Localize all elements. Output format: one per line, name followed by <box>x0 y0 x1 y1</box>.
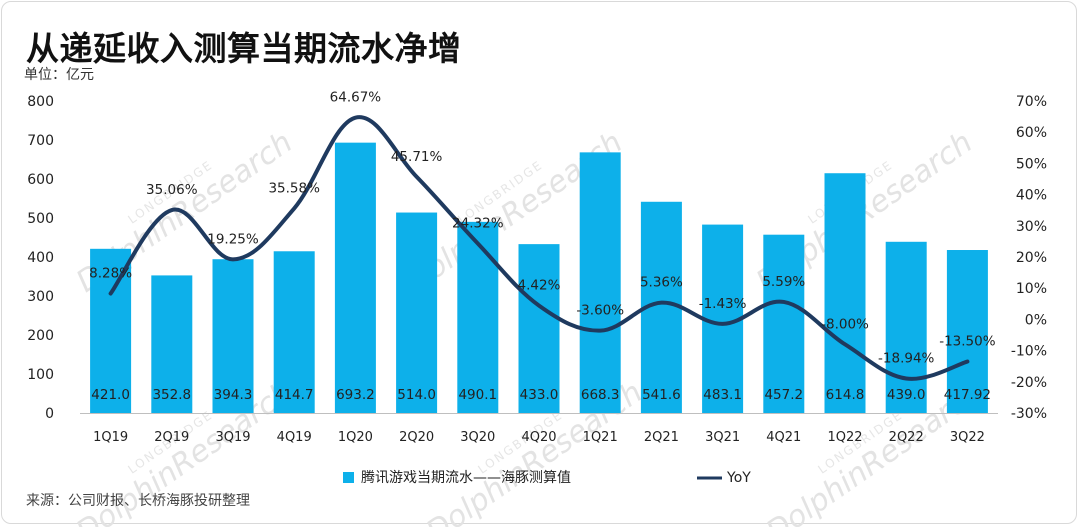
bar <box>457 221 499 413</box>
yoy-value-label: -18.94% <box>878 350 935 366</box>
x-axis-category-label: 4Q21 <box>766 430 801 445</box>
bar-value-label: 483.1 <box>703 387 742 403</box>
yoy-value-label: 4.42% <box>518 278 561 294</box>
bar-value-label: 433.0 <box>520 387 559 403</box>
x-axis-category-label: 4Q19 <box>277 430 312 445</box>
bar <box>824 173 866 413</box>
left-axis-tick-label: 800 <box>27 94 54 110</box>
left-axis-tick-label: 200 <box>27 328 54 344</box>
yoy-value-label: -1.43% <box>699 296 747 312</box>
left-axis-tick-label: 400 <box>27 250 54 266</box>
x-axis: 1Q19 2Q19 3Q19 4Q19 1Q20 2Q20 3Q20 4Q20 1Q21 2Q21… <box>80 413 998 445</box>
x-axis-category-label: 2Q21 <box>644 430 679 445</box>
left-axis-tick-label: 300 <box>27 289 54 305</box>
left-axis-tick-label: 100 <box>27 367 54 383</box>
right-axis-tick-label: 70% <box>1016 94 1047 110</box>
right-axis-tick-label: 0% <box>1025 312 1047 328</box>
right-axis-tick-label: 20% <box>1016 250 1047 266</box>
left-axis: 0 100 200 300 400 500 600 700 800 <box>27 94 54 422</box>
bar-value-label: 457.2 <box>764 387 803 403</box>
legend: 腾讯游戏当期流水——海豚测算值 YoY <box>343 469 751 486</box>
bar-value-label: 541.6 <box>642 387 681 403</box>
bar-value-label: 514.0 <box>397 387 436 403</box>
bar-value-label: 490.1 <box>458 387 497 403</box>
bar <box>885 241 927 413</box>
right-axis-tick-label: 30% <box>1016 219 1047 235</box>
x-axis-category-label: 3Q21 <box>705 430 740 445</box>
bar-value-label: 417.92 <box>944 387 991 403</box>
bar-value-label: 439.0 <box>887 387 926 403</box>
bar <box>212 259 254 413</box>
left-axis-tick-label: 700 <box>27 133 54 149</box>
x-axis-category-label: 2Q22 <box>889 430 924 445</box>
source-note: 来源：公司财报、长桥海豚投研整理 <box>26 493 250 509</box>
right-axis-tick-label: 50% <box>1016 156 1047 172</box>
yoy-value-label: 35.58% <box>268 180 320 196</box>
chart-title: 从递延收入测算当期流水净增 <box>26 29 462 68</box>
x-axis-category-label: 3Q22 <box>950 430 985 445</box>
x-axis-category-label: 4Q20 <box>521 430 556 445</box>
yoy-value-labels: 8.28% 35.06% 19.25% 35.58% 64.67% 45.71% 24.32… <box>89 90 996 367</box>
yoy-value-label: 19.25% <box>207 231 259 247</box>
bar <box>518 244 560 413</box>
x-axis-category-label: 1Q21 <box>583 430 618 445</box>
yoy-value-label: 8.28% <box>89 266 132 282</box>
right-axis-tick-label: 10% <box>1016 281 1047 297</box>
right-axis-tick-label: -20% <box>1011 375 1047 391</box>
yoy-value-label: 45.71% <box>391 149 443 165</box>
bar <box>579 152 621 413</box>
yoy-value-label: 35.06% <box>146 182 198 198</box>
bar-value-label: 414.7 <box>275 387 314 403</box>
bar-value-label: 614.8 <box>826 387 865 403</box>
bar-value-labels: 421.0 352.8 394.3 414.7 693.2 514.0 490.1 433.0… <box>91 387 991 403</box>
x-axis-category-label: 1Q19 <box>93 430 128 445</box>
yoy-value-label: 5.36% <box>640 275 683 291</box>
legend-label-line: YoY <box>726 470 751 486</box>
right-axis-tick-label: 40% <box>1016 188 1047 204</box>
right-axis-tick-label: -10% <box>1011 344 1047 360</box>
bar-value-label: 421.0 <box>91 387 130 403</box>
yoy-value-label: -8.00% <box>821 316 869 332</box>
bar <box>763 234 805 413</box>
yoy-value-label: 64.67% <box>330 90 382 106</box>
left-axis-tick-label: 0 <box>45 406 54 422</box>
left-axis-tick-label: 500 <box>27 211 54 227</box>
yoy-value-label: -3.60% <box>576 303 624 319</box>
bar <box>946 250 988 413</box>
legend-swatch-bar <box>343 472 354 483</box>
unit-label: 单位：亿元 <box>24 67 94 83</box>
bar <box>334 142 376 414</box>
left-axis-tick-label: 600 <box>27 172 54 188</box>
bar <box>273 251 315 413</box>
x-axis-category-label: 3Q19 <box>215 430 250 445</box>
bar-value-label: 668.3 <box>581 387 620 403</box>
bar-value-label: 352.8 <box>152 387 191 403</box>
right-axis: -30% -20% -10% 0% 10% 20% 30% 40% 50% 60% 70% <box>1011 94 1047 422</box>
x-axis-category-label: 1Q22 <box>827 430 862 445</box>
legend-label-bar: 腾讯游戏当期流水——海豚测算值 <box>361 469 571 486</box>
yoy-value-label: -13.50% <box>939 334 996 350</box>
yoy-value-label: 24.32% <box>452 216 504 232</box>
right-axis-tick-label: 60% <box>1016 125 1047 141</box>
bar <box>151 275 193 413</box>
x-axis-category-label: 3Q20 <box>460 430 495 445</box>
yoy-line <box>108 115 970 381</box>
right-axis-tick-label: -30% <box>1011 406 1047 422</box>
bar <box>90 248 132 413</box>
yoy-value-label: 5.59% <box>762 274 805 290</box>
bar-value-label: 693.2 <box>336 387 375 403</box>
x-axis-category-label: 1Q20 <box>338 430 373 445</box>
bar <box>396 212 438 413</box>
x-axis-category-label: 2Q20 <box>399 430 434 445</box>
bar-value-label: 394.3 <box>214 387 253 403</box>
x-axis-category-label: 2Q19 <box>154 430 189 445</box>
